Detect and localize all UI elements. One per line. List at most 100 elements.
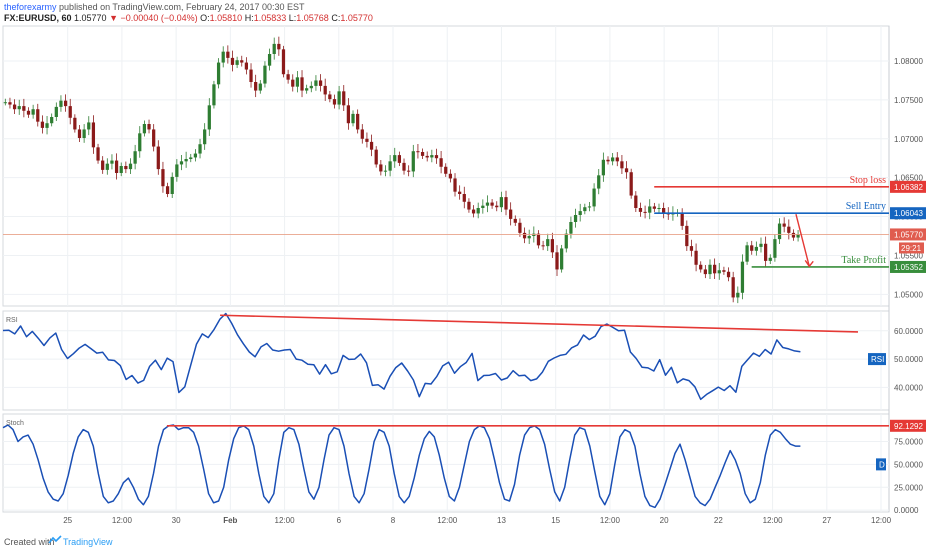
candle: [713, 258, 717, 280]
candle: [309, 81, 313, 93]
high-label: H:: [244, 13, 254, 23]
rsi-y-tick-label: 50.0000: [894, 355, 923, 364]
candle: [652, 202, 656, 212]
candle: [430, 149, 434, 163]
price-y-tick-label: 1.07500: [894, 96, 923, 105]
candle: [365, 132, 369, 148]
candle: [481, 199, 485, 214]
candle: [536, 230, 541, 249]
candle: [787, 219, 791, 240]
stoch-badge: [876, 458, 886, 471]
open-label: O:: [200, 13, 210, 23]
candle: [796, 230, 800, 242]
candle: [764, 236, 768, 268]
candle: [726, 267, 731, 282]
high-value: 1.05833: [253, 13, 287, 23]
rsi-pane-label: RSI: [6, 317, 18, 324]
candle: [462, 186, 466, 209]
candle: [513, 215, 517, 226]
candle: [193, 149, 198, 162]
candle: [221, 46, 225, 68]
candle: [453, 173, 457, 197]
candle: [416, 143, 420, 159]
last-price-value: 1.05770: [894, 230, 923, 239]
author-link[interactable]: theforexarmy: [4, 2, 57, 12]
candle: [754, 241, 758, 256]
candle: [397, 151, 402, 167]
published-text: published on TradingView.com, February 2…: [59, 2, 305, 12]
candle: [235, 56, 239, 69]
candle: [638, 202, 643, 217]
level-sell-entry[interactable]: Sell Entry 1.06043: [654, 201, 926, 220]
x-tick-label: 15: [551, 516, 560, 525]
candle: [161, 161, 165, 193]
tradingview-brand[interactable]: TradingView: [63, 537, 113, 547]
change-label: −0.00040 (−0.04%): [120, 13, 198, 23]
candle: [156, 140, 160, 175]
candle: [295, 71, 300, 93]
candle: [471, 205, 476, 218]
candle: [597, 169, 601, 195]
down-arrow-icon: ▼: [109, 13, 119, 23]
candle: [703, 265, 707, 279]
candle: [546, 233, 550, 251]
candle: [360, 124, 364, 144]
candle: [383, 165, 388, 177]
candle: [527, 229, 531, 245]
candle: [346, 98, 351, 130]
candle: [722, 266, 726, 275]
pane-1[interactable]: [2, 310, 890, 411]
candle: [708, 259, 712, 279]
candle: [550, 232, 554, 259]
candle: [105, 158, 109, 175]
symbol-line: FX:EURUSD, 60 1.05770 ▼ −0.00040 (−0.04%…: [4, 13, 373, 24]
candle: [96, 143, 100, 164]
candle: [226, 45, 230, 64]
candle: [179, 155, 184, 171]
candle: [124, 161, 128, 174]
sell-arrow-icon: [795, 214, 814, 268]
candle: [119, 162, 123, 177]
x-tick-label: Feb: [223, 516, 237, 525]
candle: [768, 254, 772, 265]
symbol-label: FX:EURUSD, 60: [4, 13, 72, 23]
stoch-y-tick-label: 50.0000: [894, 460, 923, 469]
candle: [569, 216, 573, 239]
candle: [165, 182, 170, 198]
candle: [54, 102, 58, 121]
level-take-profit[interactable]: Take Profit 1.05352: [751, 255, 926, 273]
candle: [458, 185, 462, 200]
candle: [611, 153, 615, 166]
publish-line: theforexarmy published on TradingView.co…: [4, 2, 305, 13]
candle: [73, 114, 77, 133]
countdown-badge: [899, 242, 924, 254]
candle: [332, 94, 337, 109]
candle: [592, 183, 596, 212]
level-stop-loss[interactable]: Stop loss 1.06382: [654, 175, 926, 193]
candle: [328, 90, 332, 103]
candle: [184, 151, 188, 168]
stoch-y-tick-label: 75.0000: [894, 437, 923, 446]
candle: [717, 262, 721, 280]
candle: [203, 123, 207, 150]
rsi-badge-label: RSI: [871, 355, 884, 364]
candle: [152, 124, 156, 152]
candle: [258, 80, 262, 94]
candle: [393, 147, 397, 168]
candle: [318, 74, 323, 92]
price-y-tick-label: 1.05000: [894, 290, 923, 299]
candle: [59, 95, 63, 112]
candle: [485, 195, 490, 213]
rsi-trendline[interactable]: [220, 314, 859, 333]
candle: [277, 36, 281, 56]
candle: [286, 69, 290, 84]
candle: [680, 208, 684, 230]
candle: [207, 98, 211, 136]
stoch-level-badge: [890, 419, 926, 432]
candle: [689, 239, 694, 257]
candle: [578, 203, 582, 222]
candle: [170, 172, 174, 198]
candle: [434, 148, 439, 164]
candle: [91, 115, 96, 154]
